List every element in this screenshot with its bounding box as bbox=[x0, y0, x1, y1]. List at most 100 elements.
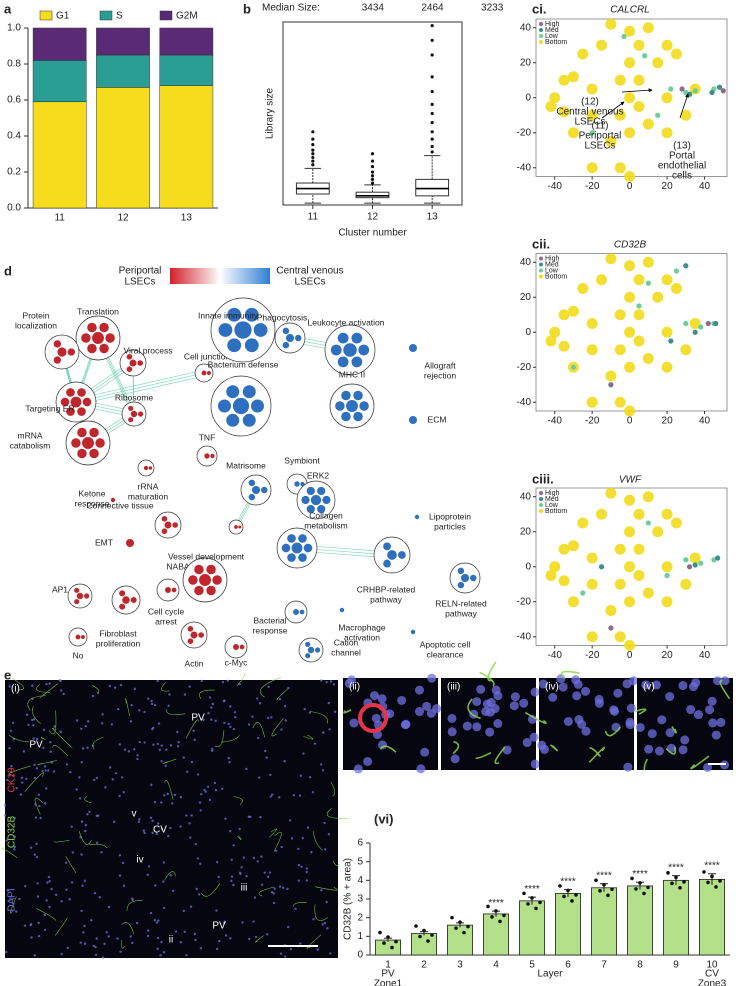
cluster-dot bbox=[310, 494, 322, 506]
nucleus bbox=[622, 679, 632, 689]
nucleus bbox=[233, 711, 237, 714]
nucleus bbox=[43, 928, 47, 932]
chart-title: CD32B bbox=[614, 240, 647, 251]
point bbox=[577, 283, 589, 294]
cluster-dot bbox=[92, 332, 104, 344]
nucleus bbox=[240, 866, 243, 869]
nucleus bbox=[48, 880, 51, 883]
x-tick-label: 9 bbox=[673, 960, 679, 971]
annotation: (12) bbox=[581, 97, 599, 108]
cluster-dot bbox=[71, 438, 81, 448]
nucleus bbox=[84, 725, 87, 728]
x-tick-label: 20 bbox=[662, 416, 674, 427]
nucleus bbox=[65, 763, 69, 766]
nucleus bbox=[10, 764, 13, 768]
nucleus bbox=[370, 691, 380, 701]
nucleus bbox=[401, 719, 411, 729]
point-dot bbox=[490, 915, 494, 919]
point bbox=[589, 130, 595, 136]
nucleus bbox=[311, 790, 315, 794]
point-dot bbox=[418, 934, 422, 939]
point bbox=[679, 86, 685, 92]
nucleus bbox=[416, 764, 426, 774]
nucleus bbox=[208, 696, 212, 699]
point-dot bbox=[718, 879, 722, 883]
cluster-dot bbox=[305, 641, 311, 647]
nucleus bbox=[353, 764, 363, 774]
vessel bbox=[185, 719, 199, 739]
nucleus bbox=[101, 956, 105, 959]
point-dot bbox=[530, 896, 534, 900]
nucleus bbox=[270, 891, 274, 894]
nucleus bbox=[204, 790, 207, 793]
cluster-dot bbox=[66, 407, 75, 416]
nucleus bbox=[259, 815, 262, 819]
nucleus bbox=[183, 693, 187, 696]
nucleus bbox=[142, 829, 146, 832]
vessel bbox=[84, 796, 92, 804]
nucleus bbox=[420, 747, 430, 757]
nucleus bbox=[308, 711, 312, 714]
nucleus bbox=[35, 767, 39, 770]
nucleus bbox=[308, 776, 312, 779]
y-tick-label: -40 bbox=[517, 631, 532, 642]
node-label: Viral process bbox=[124, 345, 173, 355]
nucleus bbox=[94, 945, 97, 949]
nucleus bbox=[100, 851, 103, 854]
nucleus bbox=[12, 774, 15, 777]
region-label: PV bbox=[29, 740, 43, 751]
legend-marker bbox=[539, 22, 543, 26]
bar-segment bbox=[32, 101, 87, 209]
vessel bbox=[162, 758, 177, 764]
nucleus bbox=[265, 933, 269, 936]
cluster-dot bbox=[300, 481, 305, 487]
point bbox=[692, 329, 698, 335]
nucleus bbox=[195, 887, 198, 891]
nucleus bbox=[323, 821, 326, 825]
nucleus bbox=[171, 802, 174, 805]
nucleus bbox=[230, 858, 233, 862]
nucleus bbox=[260, 855, 263, 858]
point bbox=[668, 86, 674, 92]
nucleus bbox=[349, 718, 359, 728]
nucleus bbox=[427, 673, 437, 683]
point bbox=[633, 309, 645, 321]
legend-label: Low bbox=[545, 267, 559, 274]
nucleus bbox=[75, 788, 78, 791]
point bbox=[642, 256, 654, 268]
nucleus bbox=[182, 756, 185, 759]
point bbox=[624, 561, 636, 573]
nucleus bbox=[705, 705, 715, 715]
vessel bbox=[255, 935, 264, 943]
nucleus bbox=[251, 715, 254, 718]
cluster-dot bbox=[282, 327, 290, 335]
cluster-dot bbox=[287, 553, 296, 562]
y-tick-label: 20 bbox=[520, 292, 532, 303]
vessel bbox=[343, 709, 352, 714]
cluster-dot bbox=[460, 573, 470, 583]
cluster-dot bbox=[194, 585, 204, 596]
point bbox=[661, 274, 673, 286]
nucleus bbox=[306, 826, 310, 829]
nucleus bbox=[482, 699, 492, 709]
vessel bbox=[161, 682, 170, 692]
node-label: NABA bbox=[166, 561, 189, 571]
nucleus bbox=[52, 770, 56, 773]
nucleus bbox=[147, 865, 151, 868]
legend-swatch bbox=[159, 10, 173, 21]
point bbox=[633, 101, 645, 112]
point bbox=[720, 88, 726, 94]
cluster-dot bbox=[353, 390, 363, 401]
point bbox=[608, 625, 614, 631]
nucleus bbox=[272, 901, 276, 905]
nucleus bbox=[510, 692, 520, 702]
nucleus bbox=[45, 787, 48, 790]
image-label: (iv) bbox=[545, 682, 559, 693]
cluster-dot bbox=[351, 356, 363, 368]
nucleus bbox=[169, 874, 172, 877]
nucleus bbox=[485, 707, 495, 717]
nucleus bbox=[323, 921, 327, 925]
cluster-dot bbox=[75, 634, 81, 640]
legend-label: LSECs bbox=[124, 277, 155, 288]
